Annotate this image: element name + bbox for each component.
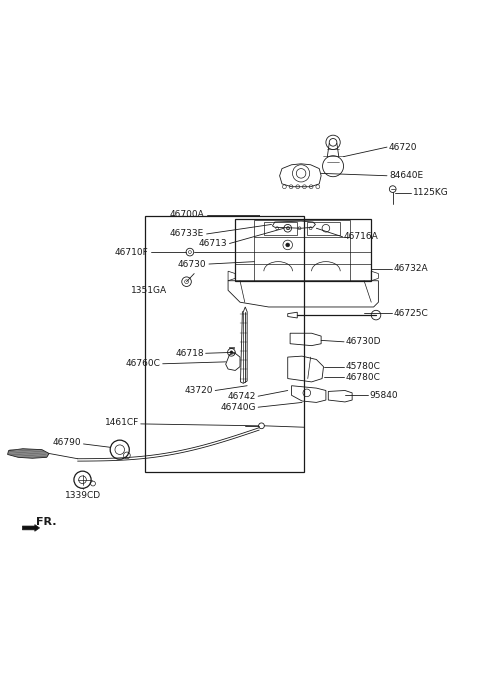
Text: 95840: 95840 — [370, 391, 398, 400]
Circle shape — [230, 351, 233, 354]
Text: 46710F: 46710F — [115, 247, 148, 257]
Text: 43720: 43720 — [185, 386, 213, 395]
Text: 1461CF: 1461CF — [105, 418, 139, 427]
Polygon shape — [23, 525, 39, 531]
Text: 45780C: 45780C — [346, 362, 381, 371]
Polygon shape — [8, 449, 49, 458]
Bar — [235, 219, 371, 281]
Bar — [254, 220, 350, 237]
Bar — [307, 222, 340, 235]
Bar — [264, 222, 297, 235]
Text: 46790: 46790 — [53, 437, 82, 447]
Text: 46732A: 46732A — [394, 264, 428, 273]
Text: 46720: 46720 — [389, 143, 418, 151]
Text: FR.: FR. — [36, 517, 56, 527]
Text: 46716A: 46716A — [344, 233, 379, 241]
Text: 46740G: 46740G — [221, 403, 256, 412]
Circle shape — [286, 243, 289, 247]
Text: 46760C: 46760C — [125, 359, 160, 368]
Text: 46718: 46718 — [175, 349, 204, 358]
Text: 46730: 46730 — [178, 260, 206, 268]
Text: 46713: 46713 — [199, 239, 228, 248]
Text: 46742: 46742 — [228, 391, 256, 401]
Text: 1125KG: 1125KG — [413, 189, 448, 197]
Text: 46700A: 46700A — [169, 210, 204, 220]
Text: 46733E: 46733E — [170, 229, 204, 239]
Text: 46725C: 46725C — [394, 309, 429, 318]
Text: 46780C: 46780C — [346, 372, 381, 382]
Text: 1339CD: 1339CD — [65, 491, 102, 500]
Text: 46730D: 46730D — [346, 337, 382, 346]
Bar — [144, 216, 304, 472]
Text: 84640E: 84640E — [389, 171, 423, 180]
Text: 1351GA: 1351GA — [131, 286, 168, 295]
